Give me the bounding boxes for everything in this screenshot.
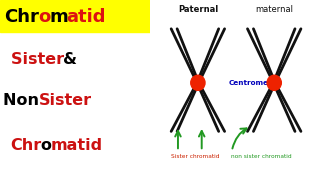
Circle shape	[267, 75, 281, 90]
Text: Sister: Sister	[11, 52, 69, 67]
Text: matid: matid	[50, 138, 102, 153]
Text: atid: atid	[66, 8, 106, 26]
Text: Sister chromatid: Sister chromatid	[171, 154, 220, 159]
Bar	[0, 0, 150, 32]
Text: non sister chromatid: non sister chromatid	[231, 154, 292, 159]
Text: Chr: Chr	[11, 138, 42, 153]
Text: Non: Non	[3, 93, 44, 108]
Text: maternal: maternal	[255, 5, 293, 14]
Text: Chr: Chr	[4, 8, 39, 26]
Text: m: m	[50, 8, 68, 26]
Text: Paternal: Paternal	[178, 5, 218, 14]
Text: &: &	[63, 52, 77, 67]
Text: o: o	[40, 138, 51, 153]
Text: o: o	[38, 8, 50, 26]
Circle shape	[191, 75, 205, 90]
Text: Sister: Sister	[39, 93, 92, 108]
Text: Centromere: Centromere	[228, 80, 277, 86]
